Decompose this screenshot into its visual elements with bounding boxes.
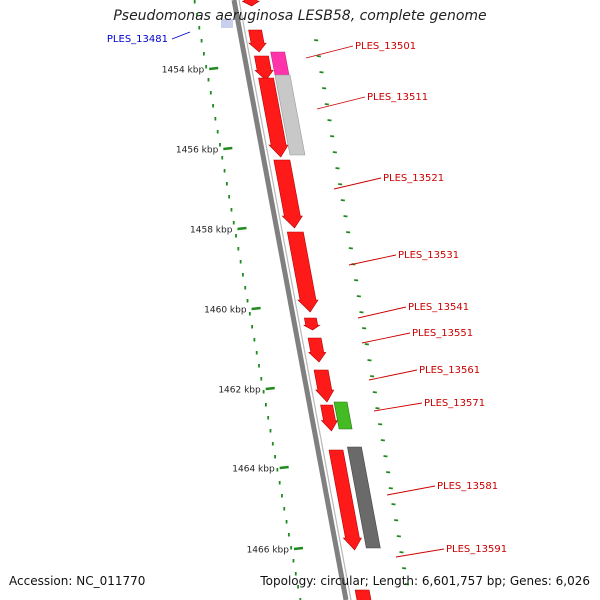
label-leader-line bbox=[368, 369, 418, 381]
gene-label-ples-13511[interactable]: PLES_13511 bbox=[367, 92, 428, 103]
label-leader-line bbox=[386, 485, 436, 496]
scale-dot bbox=[319, 71, 324, 74]
backbone-layer bbox=[231, 0, 352, 600]
gene-label-ples-13551[interactable]: PLES_13551 bbox=[412, 328, 473, 339]
gene-arrow bbox=[303, 317, 321, 331]
major-tick bbox=[251, 306, 261, 311]
magenta-feature bbox=[270, 51, 290, 76]
scale-dot bbox=[346, 231, 351, 234]
scale-dot bbox=[330, 135, 335, 138]
scale-dot bbox=[399, 551, 404, 554]
major-tick bbox=[223, 146, 233, 151]
gene-arrow bbox=[273, 159, 303, 229]
scale-dot bbox=[324, 103, 329, 106]
gene-label-ples-13591[interactable]: PLES_13591 bbox=[446, 544, 507, 555]
gene-layer bbox=[221, 0, 381, 600]
gene-arrow bbox=[286, 231, 319, 313]
gene-label-ples-13561[interactable]: PLES_13561 bbox=[419, 365, 480, 376]
scale-dot bbox=[359, 311, 364, 314]
dark-gray-feature bbox=[347, 446, 381, 549]
gene-label-ples-13481[interactable]: PLES_13481 bbox=[107, 34, 168, 45]
gene-label-ples-13571[interactable]: PLES_13571 bbox=[424, 398, 485, 409]
accession-text: Accession: NC_011770 bbox=[9, 574, 146, 588]
major-tick bbox=[237, 226, 247, 231]
scale-dot bbox=[372, 391, 377, 394]
gene-arrow bbox=[313, 369, 335, 403]
scale-dot bbox=[335, 167, 340, 170]
scale-dot bbox=[380, 439, 385, 442]
gene-label-ples-13531[interactable]: PLES_13531 bbox=[398, 250, 459, 261]
gene-arrow bbox=[258, 77, 289, 158]
scale-dot bbox=[391, 503, 396, 506]
tick-label: 1462 kbp bbox=[218, 386, 261, 396]
label-leader-line bbox=[316, 96, 366, 110]
label-leader-line bbox=[395, 548, 445, 558]
tick-label: 1464 kbp bbox=[232, 465, 275, 475]
blue-feature bbox=[221, 19, 233, 28]
scale-dot bbox=[348, 247, 353, 250]
scale-dot bbox=[362, 327, 367, 330]
gene-label-ples-13581[interactable]: PLES_13581 bbox=[437, 481, 498, 492]
scale-dot bbox=[375, 407, 380, 410]
major-tick bbox=[279, 465, 289, 470]
gene-arrow bbox=[254, 55, 274, 81]
tick-layer: 1454 kbp 1456 kbp 1458 kbp 1460 kbp 1462 kbp… bbox=[162, 0, 409, 600]
scale-dot bbox=[316, 55, 321, 58]
tick-label: 1454 kbp bbox=[162, 66, 205, 76]
backbone-line bbox=[231, 0, 349, 600]
scale-dot bbox=[338, 183, 343, 186]
label-layer: PLES_13481 PLES_13501 PLES_13511 PLES_13521… bbox=[107, 31, 507, 558]
label-leader-line bbox=[361, 332, 411, 344]
scale-dot bbox=[396, 535, 401, 538]
scale-dot bbox=[404, 583, 409, 586]
scale-dot bbox=[388, 487, 393, 490]
gene-arrow bbox=[248, 29, 267, 53]
scale-dot bbox=[367, 359, 372, 362]
major-tick bbox=[209, 66, 219, 71]
scale-dot bbox=[314, 39, 319, 42]
scale-dot bbox=[383, 455, 388, 458]
scale-dot bbox=[332, 151, 337, 154]
label-leader-line bbox=[305, 45, 354, 59]
label-leader-line bbox=[333, 177, 382, 190]
gene-label-ples-13541[interactable]: PLES_13541 bbox=[408, 302, 469, 313]
tick-label: 1466 kbp bbox=[247, 546, 290, 556]
scale-dot bbox=[354, 279, 359, 282]
major-tick bbox=[265, 386, 275, 391]
topology-summary: Topology: circular; Length: 6,601,757 bp… bbox=[260, 574, 590, 588]
scale-dot bbox=[386, 471, 391, 474]
scale-dot bbox=[356, 295, 361, 298]
tick-label: 1458 kbp bbox=[190, 226, 233, 236]
scale-dot bbox=[340, 199, 345, 202]
map-title: Pseudomonas aeruginosa LESB58, complete … bbox=[113, 8, 487, 24]
gene-label-ples-13521[interactable]: PLES_13521 bbox=[383, 173, 444, 184]
tick-label: 1460 kbp bbox=[204, 306, 247, 316]
label-leader-line bbox=[171, 31, 191, 40]
gene-label-ples-13501[interactable]: PLES_13501 bbox=[355, 41, 416, 52]
gene-arrow bbox=[320, 404, 339, 432]
scale-dot bbox=[327, 119, 332, 122]
tick-label: 1456 kbp bbox=[176, 146, 219, 156]
gene-arrow bbox=[328, 449, 362, 551]
gene-arrow bbox=[307, 337, 327, 363]
major-tick bbox=[293, 546, 304, 551]
scale-dot bbox=[378, 423, 383, 426]
scale-dot bbox=[394, 519, 399, 522]
label-leader-line bbox=[348, 254, 397, 266]
scale-dot bbox=[370, 375, 375, 378]
light-gray-feature bbox=[274, 74, 306, 156]
gene-arrow bbox=[354, 589, 372, 600]
backbone-highlight bbox=[238, 0, 352, 600]
scale-dot bbox=[402, 567, 407, 570]
scale-dot bbox=[364, 343, 369, 346]
gene-arrow bbox=[242, 0, 261, 7]
label-leader-line bbox=[357, 306, 407, 319]
scale-dot bbox=[343, 215, 348, 218]
label-leader-line bbox=[373, 402, 423, 412]
green-feature bbox=[333, 401, 353, 430]
scale-dot bbox=[322, 87, 327, 90]
